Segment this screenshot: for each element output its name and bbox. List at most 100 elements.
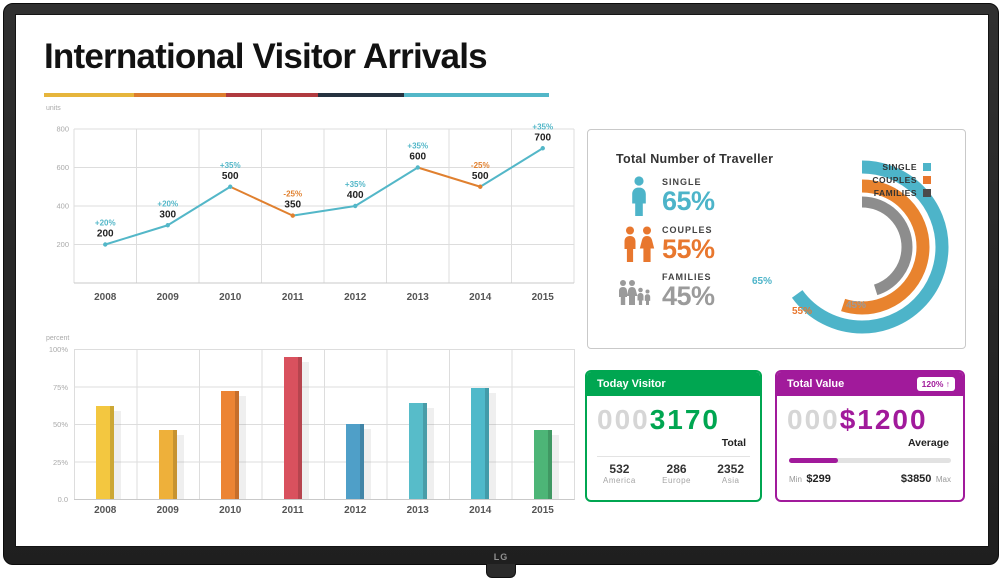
accent-segment: [226, 93, 318, 97]
legend-label: SINGLE: [882, 162, 917, 172]
bar-2010: [221, 391, 240, 499]
stat-label: America: [603, 476, 636, 485]
point-value-label: 500: [222, 171, 239, 182]
bar-x-tick-label: 2011: [281, 505, 304, 516]
today-visitor-header: Today Visitor: [587, 372, 760, 396]
traveller-panel-title: Total Number of Traveller: [616, 152, 774, 166]
min-label: Min: [789, 475, 802, 484]
bar-x-tick-label: 2009: [156, 505, 179, 516]
stat-america: 532 America: [603, 462, 636, 485]
couple-icon: [616, 226, 662, 263]
line-y-tick-label: 800: [56, 125, 69, 134]
line-x-tick-label: 2013: [407, 292, 430, 303]
bar-x-tick-label: 2010: [219, 505, 242, 516]
bar-2009: [158, 430, 177, 499]
bar-x-tick-label: 2015: [531, 505, 554, 516]
bar-2011: [283, 356, 302, 499]
point-value-label: 600: [409, 152, 426, 163]
data-point: [103, 242, 108, 247]
accent-segment: [318, 93, 404, 97]
legend-label: COUPLES: [872, 175, 917, 185]
data-point: [478, 184, 483, 189]
today-visitor-card: Today Visitor 0003170 Total 532 America …: [585, 370, 762, 502]
accent-bar: [44, 93, 549, 97]
point-value-label: 200: [97, 229, 114, 240]
line-segment: [479, 147, 544, 188]
traveller-percent: 65%: [662, 185, 715, 216]
traveller-row-single: SINGLE 65%: [616, 176, 715, 216]
donut-percent-single: 65%: [752, 276, 773, 287]
stat-asia: 2352 Asia: [717, 462, 744, 485]
growth-badge: 120% ↑: [916, 377, 955, 391]
traveller-text: FAMILIES 45%: [662, 272, 715, 310]
point-value-label: 700: [534, 132, 551, 143]
legend-label: FAMILIES: [873, 188, 917, 198]
min-max-row: Min $299 $3850 Max: [777, 469, 963, 487]
visitor-percent-bar-chart: percent 100% 75% 50% 25% 0.0 2008 2009 2010 201…: [42, 335, 582, 531]
value-progress-fill: [789, 458, 838, 463]
traveller-text: COUPLES 55%: [662, 225, 715, 263]
point-change-label: +20%: [95, 219, 116, 228]
today-visitor-stats: 532 America 286 Europe 2352 Asia: [587, 462, 760, 485]
legend-row-couples: COUPLES: [872, 175, 931, 185]
line-segment: [104, 224, 169, 246]
bar-y-tick-label: 25%: [52, 457, 68, 467]
accent-segment: [134, 93, 226, 97]
total-value-title: Total Value: [787, 378, 845, 390]
traveller-text: SINGLE 65%: [662, 177, 715, 215]
bar-y-tick-label: 75%: [52, 382, 68, 392]
line-chart-unit-label: units: [46, 105, 61, 112]
traveller-row-families: FAMILIES 45%: [616, 272, 715, 311]
bar-2013: [408, 403, 427, 499]
traveller-percent: 45%: [662, 281, 715, 312]
total-value-average-label: Average: [907, 437, 949, 449]
min-value: $299: [806, 473, 831, 485]
line-segment: [229, 185, 294, 217]
line-x-tick-label: 2009: [157, 292, 180, 303]
data-point: [353, 203, 358, 209]
donut-ring-single: [775, 160, 949, 334]
donut-legend: SINGLE COUPLES FAMILIES: [872, 162, 931, 201]
donut-ring-families: [811, 196, 913, 298]
stat-europe: 286 Europe: [662, 462, 691, 485]
stat-label: Asia: [721, 476, 740, 485]
line-x-tick-label: 2008: [94, 292, 117, 303]
line-segment: [354, 166, 419, 207]
line-y-tick-label: 200: [56, 240, 69, 249]
point-value-label: 500: [472, 171, 489, 182]
divider: [597, 456, 750, 457]
traveller-label: COUPLES: [662, 225, 713, 235]
line-segment: [167, 185, 231, 227]
total-value-counter: 000$1200: [777, 396, 963, 436]
data-point: [540, 146, 545, 151]
total-value-header: Total Value 120% ↑: [777, 372, 963, 396]
point-value-label: 300: [159, 209, 176, 220]
counter-total-value: 3170: [649, 404, 721, 435]
point-change-label: +20%: [157, 199, 178, 208]
value-progress-track: [789, 458, 951, 463]
stat-label: Europe: [662, 476, 691, 485]
today-visitor-counter: 0003170: [587, 396, 760, 436]
donut-percent-families: 45%: [846, 300, 867, 311]
monitor-bezel: International Visitor Arrivals units 800…: [3, 3, 999, 565]
stat-value: 532: [609, 462, 630, 476]
monitor-stand: [486, 564, 516, 578]
bar-2012: [346, 424, 365, 499]
point-change-label: +35%: [407, 142, 428, 151]
legend-row-single: SINGLE: [872, 162, 931, 172]
visitor-arrivals-line-chart: units 800 600 400 200 200 +20% 300 +20% 500 +35% 3…: [42, 105, 582, 317]
point-change-label: +35%: [345, 180, 366, 189]
bar-2014: [471, 388, 490, 499]
traveller-row-couples: COUPLES 55%: [616, 225, 715, 263]
point-change-label: +35%: [532, 122, 553, 131]
bar-x-tick-label: 2014: [469, 505, 492, 516]
donut-ring-couples: [794, 179, 930, 315]
bar-y-tick-label: 50%: [52, 420, 68, 429]
line-x-tick-label: 2014: [469, 292, 492, 303]
point-value-label: 400: [347, 190, 364, 201]
lg-logo: LG: [493, 552, 509, 562]
traveller-label: SINGLE: [662, 176, 702, 187]
traveller-panel: Total Number of Traveller SINGLE 65%: [587, 129, 966, 349]
traveller-donut-chart: [775, 160, 949, 334]
legend-row-families: FAMILIES: [872, 188, 931, 198]
